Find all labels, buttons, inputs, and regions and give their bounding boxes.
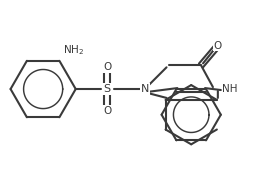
Text: O: O <box>103 62 111 72</box>
Text: NH: NH <box>222 84 237 94</box>
Text: NH$_2$: NH$_2$ <box>63 43 85 57</box>
Text: O: O <box>214 41 222 51</box>
Text: N: N <box>141 84 149 94</box>
Text: O: O <box>103 106 111 116</box>
Text: S: S <box>104 84 111 94</box>
